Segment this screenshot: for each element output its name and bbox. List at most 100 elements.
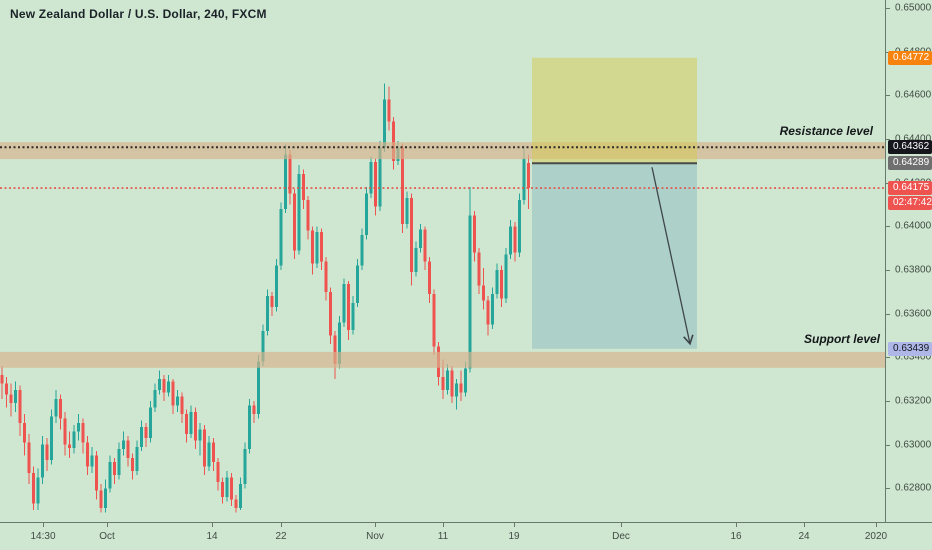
time-tick-label: 11	[437, 531, 449, 542]
candle-body	[378, 147, 382, 207]
candle-body	[369, 161, 373, 194]
time-tick-mark	[107, 523, 108, 527]
candle-body	[225, 477, 229, 498]
candle-body	[419, 229, 422, 249]
candle-body	[140, 427, 143, 447]
candle-body	[270, 296, 274, 308]
candle-body	[356, 265, 359, 303]
candle-body	[234, 499, 238, 508]
price-tick-label: 0.64000	[895, 220, 932, 232]
price-tick-mark	[886, 95, 890, 97]
price-tick-mark	[886, 226, 890, 228]
candle-body	[518, 200, 521, 253]
time-tick-label: 2020	[864, 531, 888, 542]
candle-body	[491, 294, 494, 325]
support-zone[interactable]	[0, 351, 885, 368]
candle-body	[180, 396, 184, 415]
candle-body	[45, 444, 49, 460]
resistance-zone[interactable]	[0, 142, 885, 160]
candle-body	[194, 411, 197, 441]
candle-body	[374, 161, 377, 207]
resistance-level-label: Resistance level	[779, 124, 873, 138]
last-price-badge: 0.64175	[888, 181, 932, 196]
bar-countdown-badge: 02:47:42	[888, 196, 932, 211]
candle-body	[333, 335, 337, 364]
candle-body	[0, 374, 4, 384]
time-tick-label: Nov	[366, 531, 384, 542]
entry-price-badge: 0.64289	[888, 156, 932, 171]
candle-body	[495, 270, 499, 294]
price-axis[interactable]: 0.650000.648000.646000.644000.642000.640…	[885, 0, 932, 550]
time-tick-label: 19	[508, 531, 520, 542]
candle-body	[428, 261, 431, 294]
time-tick-label: Oct	[99, 531, 115, 542]
candle-body	[266, 296, 269, 332]
candle-body	[113, 462, 116, 476]
price-tick-label: 0.62800	[895, 482, 932, 494]
price-tick-label: 0.63000	[895, 439, 932, 451]
candle-body	[5, 383, 8, 395]
candle-body	[63, 418, 67, 445]
time-tick-mark	[443, 523, 444, 527]
projection-arrow[interactable]	[651, 167, 694, 346]
candle-body	[329, 291, 332, 336]
candle-body	[482, 285, 485, 301]
candle-body	[167, 381, 170, 393]
candle-body	[450, 370, 454, 397]
candle-body	[189, 411, 193, 434]
time-tick-mark	[281, 523, 282, 527]
time-tick-mark	[43, 523, 44, 527]
candle-body	[306, 200, 310, 231]
candle-body	[527, 163, 530, 189]
candle-body	[90, 455, 94, 467]
price-tick-label: 0.65000	[895, 2, 932, 14]
candle-body	[423, 229, 427, 262]
candle-body	[320, 231, 323, 262]
candle-body	[477, 252, 481, 286]
price-tick-mark	[886, 357, 890, 359]
time-tick-label: 24	[798, 531, 810, 542]
candle-body	[504, 254, 508, 299]
candle-body	[59, 398, 62, 419]
position-stop-box[interactable]	[532, 57, 697, 164]
candle-body	[99, 490, 103, 508]
candle-body	[81, 422, 85, 443]
candle-body	[212, 442, 215, 463]
resistance-price-badge: 0.64362	[888, 140, 932, 155]
candle-body	[513, 226, 517, 253]
time-tick-label: 14	[206, 531, 218, 542]
candle-body	[108, 462, 112, 489]
candle-body	[324, 261, 328, 292]
candle-body	[203, 429, 206, 467]
price-tick-label: 0.63200	[895, 395, 932, 407]
candle-body	[23, 422, 26, 443]
candle-body	[32, 473, 35, 504]
candle-body	[293, 193, 296, 251]
candle-body	[216, 462, 220, 482]
candle-body	[302, 173, 305, 201]
time-axis[interactable]: 14:30 Oct 14 22 Nov 11 19 Dec 16 24 2020	[0, 522, 932, 550]
candle-body	[279, 208, 283, 266]
candle-body	[54, 398, 58, 417]
candle-body	[392, 121, 395, 161]
position-target-box[interactable]	[532, 163, 697, 349]
candle-body	[387, 99, 391, 122]
price-tick-label: 0.63400	[895, 351, 932, 363]
candle-body	[207, 442, 211, 467]
time-tick-mark	[804, 523, 805, 527]
chart-canvas[interactable]	[0, 0, 885, 522]
candle-body	[365, 193, 368, 236]
candle-body	[401, 147, 404, 225]
candle-body	[117, 449, 121, 476]
candle-body	[248, 405, 251, 449]
price-tick-mark	[886, 444, 890, 446]
candle-body	[509, 226, 512, 255]
candle-body	[288, 154, 292, 194]
candle-body	[9, 394, 13, 404]
price-tick-label: 0.64400	[895, 133, 932, 145]
candle-body	[360, 235, 364, 266]
candle-body	[104, 488, 107, 508]
candle-body	[239, 484, 242, 508]
candle-body	[446, 370, 449, 391]
